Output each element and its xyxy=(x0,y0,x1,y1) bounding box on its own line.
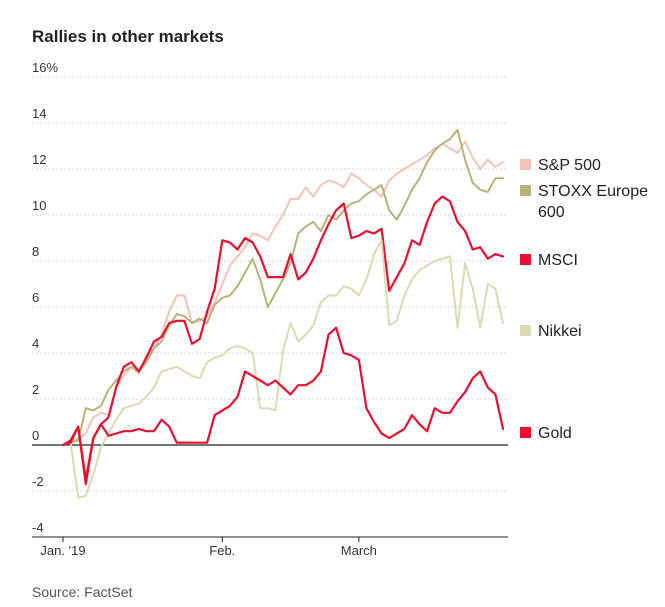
series-line-gold xyxy=(61,326,505,486)
series-line-msci xyxy=(61,195,505,481)
y-axis-tick-labels: -4 -2 0 2 4 6 8 10 12 14 16% xyxy=(32,60,58,535)
y-tick-label: 8 xyxy=(32,244,39,259)
x-axis: Jan. '19 Feb. March xyxy=(32,536,508,558)
legend-label-nikkei: Nikkei xyxy=(538,323,582,340)
legend: S&P 500 STOXX Europe 600 MSCI Nikkei Gold xyxy=(520,157,648,442)
y-tick-label: 14 xyxy=(32,106,46,121)
y-tick-label: -2 xyxy=(32,474,44,489)
x-tick-label: Feb. xyxy=(209,543,235,558)
y-tick-label: 2 xyxy=(32,382,39,397)
y-tick-label: 10 xyxy=(32,198,46,213)
legend-label-gold: Gold xyxy=(538,425,572,442)
y-tick-label: 0 xyxy=(32,428,39,443)
source-note: Source: FactSet xyxy=(32,584,133,600)
y-tick-label: 16% xyxy=(32,60,58,75)
legend-swatch-gold xyxy=(520,427,531,438)
y-tick-label: 12 xyxy=(32,152,46,167)
series-lines xyxy=(61,128,505,499)
legend-label-stoxx-europe-600: STOXX Europe 600 xyxy=(538,183,648,221)
legend-label-s-p-500: S&P 500 xyxy=(538,157,601,174)
legend-swatch-stoxx-europe-600 xyxy=(520,185,531,196)
legend-label-msci: MSCI xyxy=(538,252,578,269)
legend-swatch-s-p-500 xyxy=(520,159,531,170)
y-tick-label: 4 xyxy=(32,336,39,351)
series-line-stoxx-europe-600 xyxy=(62,128,504,446)
legend-swatch-nikkei xyxy=(520,325,531,336)
legend-swatch-msci xyxy=(520,254,531,265)
x-tick-label: Jan. '19 xyxy=(40,543,85,558)
series-line-s-p-500 xyxy=(62,140,504,446)
y-tick-label: 6 xyxy=(32,290,39,305)
x-tick-label: March xyxy=(341,543,377,558)
chart-title: Rallies in other markets xyxy=(32,27,224,46)
y-tick-label: -4 xyxy=(32,520,44,535)
series-line-nikkei xyxy=(62,239,504,499)
